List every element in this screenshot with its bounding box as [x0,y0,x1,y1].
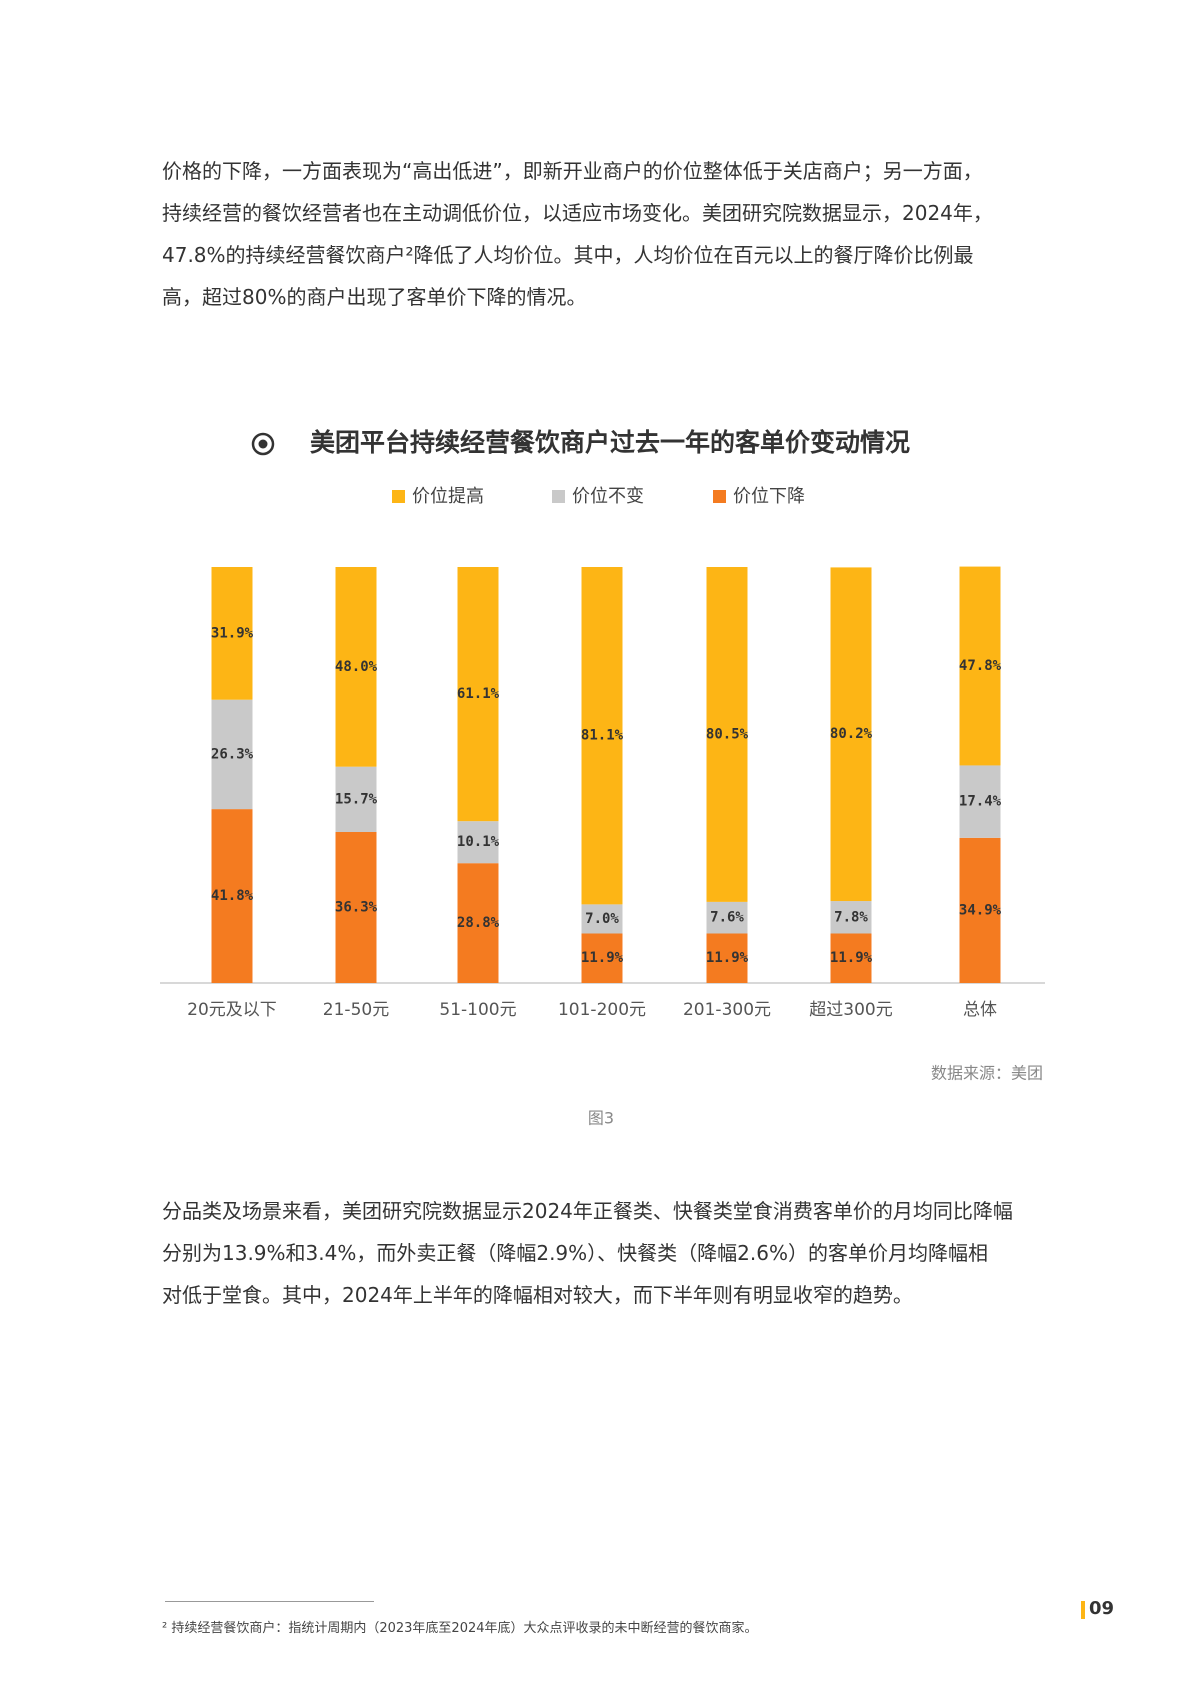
source: 数据来源：美团 [931,1064,1043,1083]
value-label: 31.9% [211,625,254,641]
legend-label: 价位下降 [733,486,805,507]
legend-label: 价位提高 [412,486,484,507]
bar-segment [457,863,499,983]
paragraph: 价格的下降，一方面表现为“高出低进”，即新开业商户的价位整体低于关店商户；另一方… [162,150,1062,318]
value-label: 11.9% [830,950,873,966]
bar-segment [581,904,623,934]
value-label: 81.1% [581,728,624,744]
bar-segment [335,567,377,767]
bar-segment [211,567,253,700]
bar-segment [959,765,1001,838]
text-line: 47.8%的持续经营餐饮商户²降低了人均价位。其中，人均价位在百元以上的餐厅降价… [162,243,974,267]
bar-segment [335,831,377,983]
value-label: 7.8% [834,909,868,925]
value-label: 7.6% [710,910,744,926]
bar-segment [830,901,872,934]
value-label: 7.0% [585,911,619,927]
title-icon-dot [258,439,268,449]
value-label: 34.9% [959,902,1002,918]
value-label: 41.8% [211,888,254,904]
x-tick-label: 20元及以下 [187,1000,277,1020]
text-line: 对低于堂食。其中，2024年上半年的降幅相对较大，而下半年则有明显收窄的趋势。 [162,1283,913,1307]
text-line: 分品类及场景来看，美团研究院数据显示2024年正餐类、快餐类堂食消费客单价的月均… [162,1199,1013,1223]
caption: 图3 [588,1109,614,1128]
footnote-rule [165,1601,374,1602]
x-tick-label: 超过300元 [809,1000,892,1020]
value-label: 15.7% [335,791,378,807]
bar-segment [706,901,748,934]
bar-segment [959,566,1001,766]
chart: 美团平台持续经营餐饮商户过去一年的客单价变动情况 数据来源：美团 图3 价位提高… [160,428,1045,1128]
x-tick-label: 201-300元 [683,1000,771,1020]
bar-segment [830,933,872,983]
chart-title: 美团平台持续经营餐饮商户过去一年的客单价变动情况 [310,428,910,457]
legend-swatch [552,490,565,503]
bar-segment [706,933,748,983]
page-number: 09 [1089,1598,1115,1619]
value-label: 28.8% [457,915,500,931]
value-label: 11.9% [581,950,624,966]
value-label: 80.5% [706,726,749,742]
bar-segment [830,567,872,902]
title-icon [251,432,275,456]
value-label: 17.4% [959,794,1002,810]
bar-segment [457,567,499,822]
value-label: 61.1% [457,686,500,702]
value-label: 36.3% [335,899,378,915]
value-label: 10.1% [457,834,500,850]
bar-segment [581,933,623,983]
bar-segment [335,766,377,832]
page-mark [1081,1601,1085,1619]
text-line: 价格的下降，一方面表现为“高出低进”，即新开业商户的价位整体低于关店商户；另一方… [162,159,983,183]
value-label: 80.2% [830,726,873,742]
text-line: 持续经营的餐饮经营者也在主动调低价位，以适应市场变化。美团研究院数据显示，202… [162,201,993,225]
bar-segment [581,567,623,905]
bar-segment [211,809,253,983]
bar-segment [706,567,748,902]
footnote: ² 持续经营餐饮商户：指统计周期内（2023年底至2024年底）大众点评收录的未… [162,1621,758,1636]
legend-swatch [713,490,726,503]
x-tick-label: 51-100元 [439,1000,516,1020]
x-tick-label: 101-200元 [558,1000,646,1020]
x-tick-label: 21-50元 [323,1000,389,1020]
legend-label: 价位不变 [572,486,644,507]
value-label: 47.8% [959,658,1002,674]
value-label: 48.0% [335,659,378,675]
value-label: 26.3% [211,746,254,762]
text-line: 分别为13.9%和3.4%，而外卖正餐（降幅2.9%）、快餐类（降幅2.6%）的… [162,1241,988,1265]
text-line: 高，超过80%的商户出现了客单价下降的情况。 [162,285,587,309]
paragraph: 分品类及场景来看，美团研究院数据显示2024年正餐类、快餐类堂食消费客单价的月均… [162,1190,1062,1316]
value-label: 11.9% [706,950,749,966]
x-tick-label: 总体 [963,1000,997,1020]
bar-segment [211,699,253,810]
bar-segment [959,837,1001,983]
bar-segment [457,821,499,864]
legend-swatch [392,490,405,503]
